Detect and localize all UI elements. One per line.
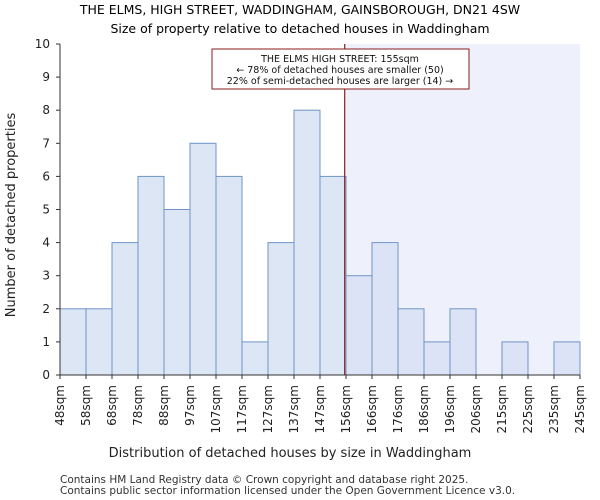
y-tick-label: 8: [42, 103, 50, 117]
bar-235sqm: [553, 341, 581, 376]
property-annotation: THE ELMS HIGH STREET: 155sqm ← 78% of de…: [211, 48, 470, 90]
x-tick-label: 186sqm: [417, 385, 431, 433]
y-axis-ticks: 0 1 2 3 4 5 6 7 8 9 10: [35, 37, 60, 382]
x-tick-label: 147sqm: [313, 385, 327, 433]
bar-78sqm: [137, 175, 165, 376]
bar-137sqm: [293, 109, 321, 376]
x-tick-label: 225sqm: [521, 385, 535, 433]
y-tick-label: 3: [42, 269, 50, 283]
bar-147sqm: [319, 175, 347, 376]
x-tick-label: 97sqm: [183, 385, 197, 426]
x-tick-label: 245sqm: [573, 385, 587, 433]
bar-156sqm: [345, 275, 373, 376]
y-tick-label: 4: [42, 236, 50, 250]
chart-subtitle: Size of property relative to detached ho…: [110, 21, 489, 36]
bar-117sqm: [241, 341, 269, 376]
y-tick-label: 7: [42, 136, 50, 150]
x-tick-label: 196sqm: [443, 385, 457, 433]
x-axis-label: Distribution of detached houses by size …: [109, 446, 472, 461]
x-axis-ticks: 48sqm 58sqm 68sqm 78sqm 88sqm 97sqm 107sqm 117s…: [53, 375, 587, 433]
x-tick-label: 117sqm: [235, 385, 249, 433]
x-tick-label: 206sqm: [469, 385, 483, 433]
x-tick-label: 88sqm: [157, 385, 171, 426]
x-tick-label: 127sqm: [261, 385, 275, 433]
y-tick-label: 2: [42, 302, 50, 316]
y-tick-label: 10: [35, 37, 50, 51]
y-tick-label: 5: [42, 203, 50, 217]
annotation-line-3: 22% of semi-detached houses are larger (…: [227, 76, 454, 87]
x-tick-label: 215sqm: [495, 385, 509, 433]
y-tick-label: 1: [42, 335, 50, 349]
bar-88sqm: [163, 209, 191, 376]
bar-107sqm: [215, 175, 243, 376]
bar-176sqm: [397, 308, 425, 376]
x-tick-label: 68sqm: [105, 385, 119, 426]
bar-186sqm: [423, 341, 451, 376]
x-tick-label: 78sqm: [131, 385, 145, 426]
bar-58sqm: [85, 308, 113, 376]
histogram-bars: [59, 109, 581, 376]
annotation-box: [211, 48, 470, 90]
footer-line-2: Contains public sector information licen…: [60, 485, 515, 497]
bar-68sqm: [111, 242, 139, 376]
y-tick-label: 9: [42, 70, 50, 84]
x-tick-label: 58sqm: [79, 385, 93, 426]
y-axis-label: Number of detached properties: [4, 113, 19, 318]
x-tick-label: 156sqm: [339, 385, 353, 433]
y-tick-label: 6: [42, 169, 50, 183]
x-tick-label: 235sqm: [547, 385, 561, 433]
annotation-line-2: ← 78% of detached houses are smaller (50…: [236, 65, 443, 76]
bar-48sqm: [59, 308, 87, 376]
annotation-line-1: THE ELMS HIGH STREET: 155sqm: [260, 54, 419, 65]
bar-166sqm: [371, 242, 399, 376]
bar-215sqm: [501, 341, 529, 376]
chart-title: THE ELMS, HIGH STREET, WADDINGHAM, GAINS…: [79, 2, 520, 17]
footer-line-1: Contains HM Land Registry data © Crown c…: [60, 474, 468, 486]
bar-127sqm: [267, 242, 295, 376]
x-tick-label: 176sqm: [391, 385, 405, 433]
y-tick-label: 0: [42, 368, 50, 382]
x-tick-label: 48sqm: [53, 385, 67, 426]
x-tick-label: 166sqm: [365, 385, 379, 433]
bar-196sqm: [449, 308, 477, 376]
bar-97sqm: [189, 142, 217, 376]
x-tick-label: 107sqm: [209, 385, 223, 433]
x-tick-label: 137sqm: [287, 385, 301, 433]
